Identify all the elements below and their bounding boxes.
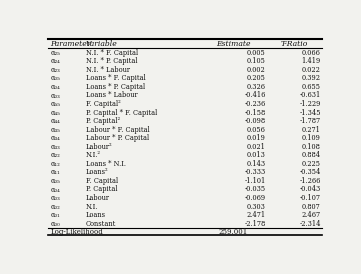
Text: 0.143: 0.143 — [247, 160, 266, 168]
Text: 0.105: 0.105 — [247, 57, 266, 65]
Text: Loans * F. Capital: Loans * F. Capital — [86, 74, 145, 82]
Text: N.I.²: N.I.² — [86, 151, 101, 159]
Text: -0.158: -0.158 — [245, 109, 266, 116]
Text: α₀₅: α₀₅ — [50, 74, 60, 82]
Text: Loans²: Loans² — [86, 168, 108, 176]
Text: N.I. * F. Capital: N.I. * F. Capital — [86, 49, 138, 57]
Text: Estimate: Estimate — [216, 40, 250, 48]
Text: α₂₂: α₂₂ — [50, 151, 60, 159]
Text: α₀₅: α₀₅ — [50, 177, 60, 185]
Text: 0.225: 0.225 — [302, 160, 321, 168]
Text: α₃₄: α₃₄ — [50, 134, 60, 142]
Text: -0.098: -0.098 — [245, 117, 266, 125]
Text: α₂₅: α₂₅ — [50, 49, 60, 57]
Text: -2.314: -2.314 — [299, 220, 321, 228]
Text: α₁₂: α₁₂ — [50, 160, 60, 168]
Text: Labour * P. Capital: Labour * P. Capital — [86, 134, 149, 142]
Text: P. Capital * F. Capital: P. Capital * F. Capital — [86, 109, 157, 116]
Text: α₀₂: α₀₂ — [50, 202, 60, 210]
Text: F. Capital²: F. Capital² — [86, 100, 121, 108]
Text: Labour * F. Capital: Labour * F. Capital — [86, 125, 149, 134]
Text: 0.303: 0.303 — [247, 202, 266, 210]
Text: 0.021: 0.021 — [247, 143, 266, 151]
Text: F. Capital: F. Capital — [86, 177, 118, 185]
Text: α₃₃: α₃₃ — [50, 143, 60, 151]
Text: Loans * Labour: Loans * Labour — [86, 92, 138, 99]
Text: N.I. * Labour: N.I. * Labour — [86, 66, 130, 74]
Text: 0.005: 0.005 — [247, 49, 266, 57]
Text: -2.178: -2.178 — [245, 220, 266, 228]
Text: 0.205: 0.205 — [247, 74, 266, 82]
Text: α₁₁: α₁₁ — [50, 168, 60, 176]
Text: Parameter: Parameter — [50, 40, 91, 48]
Text: Variable: Variable — [86, 40, 118, 48]
Text: 0.655: 0.655 — [302, 83, 321, 91]
Text: N.I. * P. Capital: N.I. * P. Capital — [86, 57, 137, 65]
Text: 0.271: 0.271 — [302, 125, 321, 134]
Text: P. Capital: P. Capital — [86, 185, 117, 193]
Text: 0.392: 0.392 — [302, 74, 321, 82]
Text: -0.107: -0.107 — [300, 194, 321, 202]
Text: α₀₃: α₀₃ — [50, 92, 60, 99]
Text: α₀₄: α₀₄ — [50, 83, 60, 91]
Text: T-Ratio: T-Ratio — [281, 40, 308, 48]
Text: 0.326: 0.326 — [247, 83, 266, 91]
Text: -0.333: -0.333 — [245, 168, 266, 176]
Text: 1.419: 1.419 — [301, 57, 321, 65]
Text: 2.467: 2.467 — [301, 211, 321, 219]
Text: 0.056: 0.056 — [247, 125, 266, 134]
Text: 0.807: 0.807 — [302, 202, 321, 210]
Text: 0.013: 0.013 — [247, 151, 266, 159]
Text: -1.787: -1.787 — [300, 117, 321, 125]
Text: Constant: Constant — [86, 220, 116, 228]
Text: α₀₀: α₀₀ — [50, 220, 60, 228]
Text: Labour: Labour — [86, 194, 110, 202]
Text: α₀₄: α₀₄ — [50, 185, 60, 193]
Text: 0.022: 0.022 — [302, 66, 321, 74]
Text: -1.101: -1.101 — [245, 177, 266, 185]
Text: α₂₄: α₂₄ — [50, 57, 60, 65]
Text: P. Capital²: P. Capital² — [86, 117, 120, 125]
Text: 0.884: 0.884 — [301, 151, 321, 159]
Text: N.I.: N.I. — [86, 202, 98, 210]
Text: α₂₃: α₂₃ — [50, 66, 60, 74]
Text: Loans * N.I.: Loans * N.I. — [86, 160, 126, 168]
Text: -1.266: -1.266 — [299, 177, 321, 185]
Text: 0.002: 0.002 — [247, 66, 266, 74]
Text: -1.229: -1.229 — [299, 100, 321, 108]
Text: -0.354: -0.354 — [299, 168, 321, 176]
Text: Labour²: Labour² — [86, 143, 112, 151]
Text: 0.019: 0.019 — [247, 134, 266, 142]
Text: -0.416: -0.416 — [244, 92, 266, 99]
Text: 259.001: 259.001 — [218, 228, 248, 236]
Text: 0.108: 0.108 — [302, 143, 321, 151]
Text: -1.345: -1.345 — [299, 109, 321, 116]
Text: Log-Likelihood: Log-Likelihood — [50, 228, 103, 236]
Text: -0.069: -0.069 — [245, 194, 266, 202]
Text: 0.066: 0.066 — [302, 49, 321, 57]
Text: 0.109: 0.109 — [302, 134, 321, 142]
Text: α₀₃: α₀₃ — [50, 194, 60, 202]
Text: α₃₅: α₃₅ — [50, 125, 60, 134]
Text: α₀₁: α₀₁ — [50, 211, 60, 219]
Text: Loans * P. Capital: Loans * P. Capital — [86, 83, 145, 91]
Text: α₄₄: α₄₄ — [50, 117, 60, 125]
Text: Loans: Loans — [86, 211, 106, 219]
Text: 2.471: 2.471 — [247, 211, 266, 219]
Text: α₄₅: α₄₅ — [50, 109, 60, 116]
Text: -0.236: -0.236 — [245, 100, 266, 108]
Text: -0.035: -0.035 — [245, 185, 266, 193]
Text: -0.043: -0.043 — [300, 185, 321, 193]
Text: -0.631: -0.631 — [300, 92, 321, 99]
Text: α₅₅: α₅₅ — [50, 100, 60, 108]
